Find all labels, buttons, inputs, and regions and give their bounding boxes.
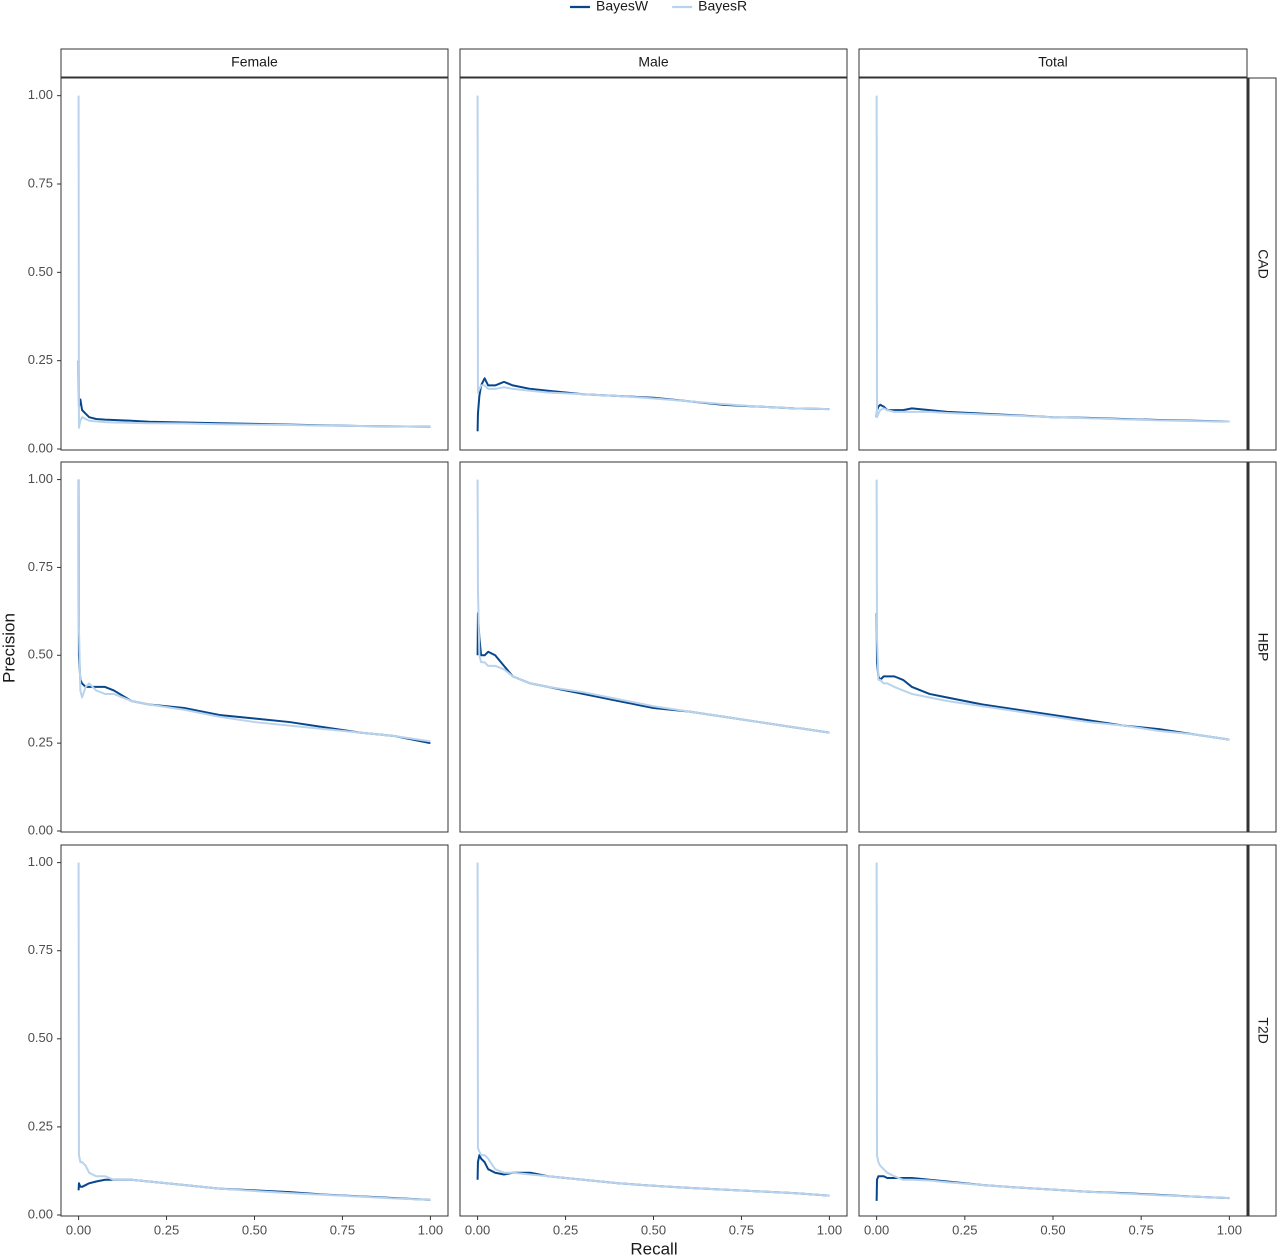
y-tick-label: 1.00 [28,87,53,102]
pr-curve [875,95,1230,423]
x-tick-label: 0.00 [66,1222,91,1237]
x-tick-label: 0.75 [330,1222,355,1237]
pr-curve [875,479,1230,741]
y-tick-label: 0.25 [28,735,53,750]
x-tick-label: 0.75 [729,1222,754,1237]
row-strip-label: HBP [1255,633,1271,662]
y-tick-label: 0.25 [28,1118,53,1133]
y-tick-label: 0.00 [28,1206,53,1221]
y-axis-title: Precision [0,613,18,683]
column-strip-label: Female [231,54,278,70]
x-tick-label: 0.50 [641,1222,666,1237]
panel [859,845,1247,1216]
panel [859,462,1247,832]
pr-curve [77,95,431,429]
pr-curve [476,95,830,411]
legend-label: BayesR [698,0,747,14]
pr-curve [77,862,431,1201]
pr-curve [77,479,431,743]
panel-border [60,77,449,451]
y-tick-label: 0.50 [28,647,53,662]
x-tick-label: 0.25 [952,1222,977,1237]
facet-strip [1247,77,1277,451]
x-tick-label: 0.50 [242,1222,267,1237]
panel [61,462,448,832]
x-axis-title: Recall [630,1239,677,1258]
y-tick-label: 0.00 [28,822,53,837]
facet-strip [60,48,449,78]
x-tick-label: 1.00 [1217,1222,1242,1237]
panel-border [60,844,449,1217]
column-strip-label: Total [1038,54,1068,70]
panel [460,462,847,832]
panel [460,78,847,450]
y-tick-label: 0.50 [28,1030,53,1045]
legend-label: BayesW [596,0,649,14]
panel [61,845,448,1216]
y-tick-label: 0.00 [28,440,53,455]
facet-strip [1247,461,1277,833]
pr-curve [476,862,830,1197]
y-tick-label: 0.75 [28,175,53,190]
x-tick-label: 1.00 [817,1222,842,1237]
y-tick-label: 1.00 [28,471,53,486]
panel-border [459,77,848,451]
y-tick-label: 0.75 [28,559,53,574]
panel-border [858,844,1248,1217]
facet-strip [459,48,848,78]
x-tick-label: 1.00 [418,1222,443,1237]
x-tick-label: 0.50 [1040,1222,1065,1237]
y-tick-label: 0.50 [28,264,53,279]
y-tick-label: 1.00 [28,854,53,869]
panel-border [858,77,1248,451]
facet-strip [1247,844,1277,1217]
y-tick-label: 0.25 [28,352,53,367]
x-tick-label: 0.00 [465,1222,490,1237]
row-strip-label: T2D [1255,1017,1271,1043]
panel [859,78,1247,450]
pr-curve [875,862,1230,1200]
x-tick-label: 0.25 [154,1222,179,1237]
panel-border [858,461,1248,833]
row-strip-label: CAD [1255,249,1271,279]
x-tick-label: 0.25 [553,1222,578,1237]
pr-curve [476,479,830,734]
panel-border [459,844,848,1217]
panel [61,78,448,450]
column-strip-label: Male [638,54,669,70]
panel-border [60,461,449,833]
x-tick-label: 0.75 [1129,1222,1154,1237]
facet-strip [858,48,1248,78]
x-tick-label: 0.00 [864,1222,889,1237]
y-tick-label: 0.75 [28,942,53,957]
panel [460,845,847,1216]
panel-border [459,461,848,833]
